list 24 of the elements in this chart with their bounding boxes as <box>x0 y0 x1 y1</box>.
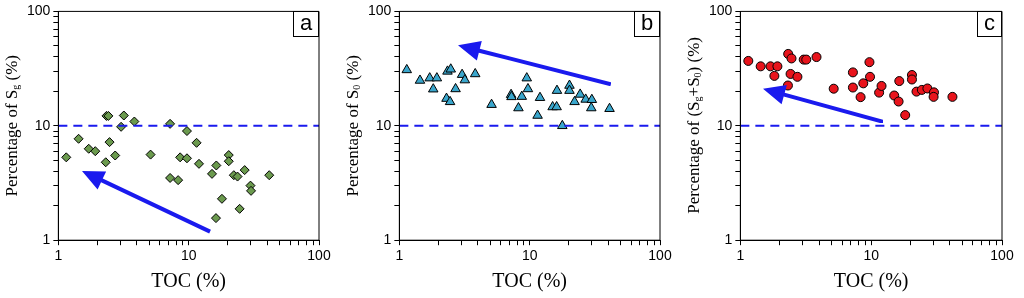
x-tick-label: 100 <box>648 247 672 264</box>
x-axis-title: TOC (%) <box>151 269 226 293</box>
y-tick-label: 1 <box>42 231 51 248</box>
x-axis-title: TOC (%) <box>833 269 909 293</box>
y-tick-label: 100 <box>368 2 392 19</box>
x-axis-title: TOC (%) <box>492 269 567 293</box>
annotation: a <box>293 10 320 38</box>
x-tick-label: 100 <box>307 247 331 264</box>
x-tick-label: 10 <box>521 247 538 264</box>
y-tick-label: 10 <box>34 116 51 133</box>
annotation: c <box>977 10 1002 38</box>
x-tick-label: 1 <box>395 247 404 264</box>
x-tick-label: 10 <box>863 247 880 264</box>
x-tick-label: 100 <box>990 247 1014 264</box>
x-tick-label: 10 <box>180 247 197 264</box>
y-tick-label: 1 <box>383 231 392 248</box>
y-tick-label: 1 <box>724 231 733 248</box>
y-tick-label: 10 <box>375 116 392 133</box>
x-tick-label: 1 <box>54 247 63 264</box>
y-tick-label: 10 <box>716 116 733 133</box>
y-tick-label: 100 <box>709 2 733 19</box>
x-tick-label: 1 <box>736 247 745 264</box>
annotation: b <box>634 10 661 38</box>
y-tick-label: 100 <box>27 2 51 19</box>
